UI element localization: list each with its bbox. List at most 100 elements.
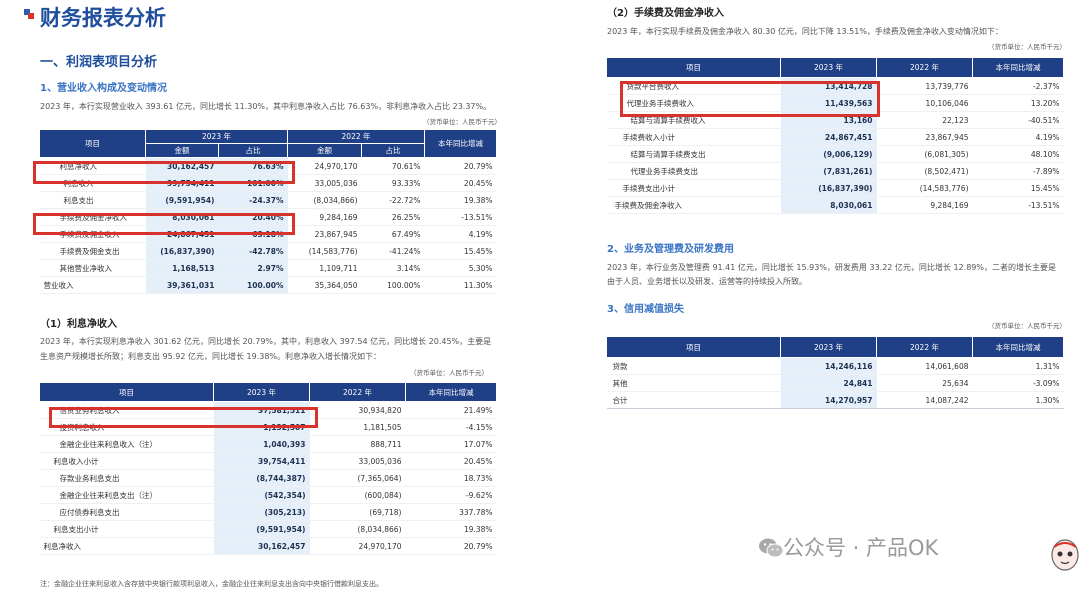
cell-yoy: 20.45% xyxy=(463,178,493,188)
currency-unit-label: （货币单位：人民币千元） xyxy=(423,118,501,126)
cell-2023: (8,744,387) xyxy=(213,469,310,487)
cell-yoy: 337.78% xyxy=(459,507,493,517)
table-row: 金融企业往来利息支出（注） (542,354) (600,084) -9.62% xyxy=(39,486,497,504)
cell-2022: (14,583,776) xyxy=(919,183,969,193)
row-label: 贷款 xyxy=(612,361,628,371)
currency-unit-label: （货币单位：人民币千元） xyxy=(988,322,1066,330)
cell-yoy: 4.19% xyxy=(468,229,493,239)
admin-expense-desc-line2: 由于人员、业务增长以及研发、运营等的持续投入所致。 xyxy=(607,277,807,286)
wechat-icon xyxy=(759,538,784,558)
net-fee-table: 项目 2023 年 2022 年 本年同比增减 贷款平台费收入 13,414,72… xyxy=(606,57,1064,214)
cell-amount-2023: 39,361,031 xyxy=(145,276,219,294)
cell-share-2023: 100.00% xyxy=(218,276,288,294)
cell-amount-2022: (8,034,866) xyxy=(313,195,358,205)
cell-2023: (9,006,129) xyxy=(780,145,877,163)
row-label: 利息收入小计 xyxy=(53,456,99,466)
cell-yoy: 20.79% xyxy=(463,541,493,551)
cell-amount-2022: 9,284,169 xyxy=(319,212,358,222)
row-label: 手续费及佣金净收入 xyxy=(614,200,683,210)
subheading-revenue: 1、营业收入构成及变动情况 xyxy=(40,83,167,94)
cell-2022: 25,634 xyxy=(942,378,969,388)
cell-yoy: 5.30% xyxy=(468,263,493,273)
cell-yoy: 19.38% xyxy=(463,524,493,534)
cell-2022: 22,123 xyxy=(942,115,969,125)
col-header-yoy: 本年同比增减 xyxy=(972,336,1064,358)
row-label: 其他 xyxy=(612,378,628,388)
cell-share-2022: 70.61% xyxy=(391,161,421,171)
cell-2023: 39,754,411 xyxy=(213,452,310,470)
section-heading-income-statement: 一、利润表项目分析 xyxy=(40,55,158,70)
cell-yoy: -4.15% xyxy=(465,422,493,432)
subheading-net-fee: （2）手续费及佣金净收入 xyxy=(607,8,724,19)
row-label: 手续费支出小计 xyxy=(622,183,676,193)
cell-yoy: -3.09% xyxy=(1032,378,1060,388)
row-label: 存款业务利息支出 xyxy=(59,473,120,483)
row-label: 利息净收入 xyxy=(43,541,82,551)
cell-2022: (8,034,866) xyxy=(357,524,402,534)
cell-2022: 30,934,820 xyxy=(358,405,402,415)
cell-yoy: -13.51% xyxy=(1028,200,1060,210)
row-label: 手续费及佣金净收入 xyxy=(59,212,128,222)
cell-2023: 14,270,957 xyxy=(780,391,877,409)
cell-2022: 24,970,170 xyxy=(358,541,402,551)
row-label: 结算与清算手续费支出 xyxy=(630,149,706,159)
col-header-amount-2023: 金额 xyxy=(145,143,219,158)
admin-expense-desc-line1: 2023 年，本行业务及管理费 91.41 亿元，同比增长 15.93%，研发费… xyxy=(607,263,1056,272)
table-row: 手续费及佣金净收入 8,030,061 9,284,169 -13.51% xyxy=(606,196,1064,214)
cell-share-2022: 100.00% xyxy=(387,280,421,290)
cell-2023: 24,867,451 xyxy=(780,128,877,146)
cell-2022: 888,711 xyxy=(370,439,402,449)
cell-share-2022: 93.33% xyxy=(391,178,421,188)
cell-amount-2023: (9,591,954) xyxy=(145,191,219,209)
table-row: 手续费及佣金净收入 8,030,061 20.40% 9,284,169 26.25% -… xyxy=(39,208,497,226)
row-label: 信贷业务利息收入 xyxy=(59,405,120,415)
table-row: 代理业务手续费收入 11,439,563 10,106,046 13.20% xyxy=(606,94,1064,112)
col-header-2023: 2023 年 xyxy=(780,57,877,78)
col-header-item: 项目 xyxy=(606,336,781,358)
net-interest-desc-line1: 2023 年，本行实现利息净收入 301.62 亿元，同比增长 20.79%，其… xyxy=(40,337,492,346)
cell-share-2023: 2.97% xyxy=(218,259,288,277)
highlight-box-loan-interest xyxy=(49,407,318,428)
cell-yoy: 15.45% xyxy=(1030,183,1060,193)
table-row: 金融企业往来利息收入（注） 1,040,393 888,711 17.07% xyxy=(39,435,497,453)
cell-2023: 30,162,457 xyxy=(213,537,310,555)
col-header-2022: 2022 年 xyxy=(287,129,426,144)
cell-yoy: 20.45% xyxy=(463,456,493,466)
cell-2022: (600,084) xyxy=(364,490,402,500)
cell-2023: 37,581,511 xyxy=(213,401,310,419)
cell-amount-2023: 8,030,061 xyxy=(145,208,219,226)
cell-2022: 33,005,036 xyxy=(358,456,402,466)
subheading-credit-impairment: 3、信用减值损失 xyxy=(607,304,684,315)
cell-amount-2023: (16,837,390) xyxy=(145,242,219,260)
cell-share-2022: -22.72% xyxy=(389,195,421,205)
col-header-2022: 2022 年 xyxy=(876,336,973,358)
highlight-box-net-fee xyxy=(33,213,295,235)
revenue-description: 2023 年，本行实现营业收入 393.61 亿元，同比增长 11.30%，其中… xyxy=(40,102,492,111)
col-header-2023: 2023 年 xyxy=(780,336,877,358)
cell-amount-2022: 35,364,050 xyxy=(314,280,358,290)
cell-yoy: 4.19% xyxy=(1035,132,1060,142)
cell-2023: (305,213) xyxy=(213,503,310,521)
cell-yoy: -13.51% xyxy=(461,212,493,222)
row-label: 利息支出 xyxy=(63,195,94,205)
table-row: 利息支出小计 (9,591,954) (8,034,866) 19.38% xyxy=(39,520,497,538)
subheading-net-interest: （1）利息净收入 xyxy=(40,319,117,330)
cell-yoy: 17.07% xyxy=(463,439,493,449)
row-label: 合计 xyxy=(612,395,628,405)
col-header-share-2023: 占比 xyxy=(217,143,289,158)
watermark-text: 公众号 · 产品OK xyxy=(783,536,939,560)
cell-yoy: 48.10% xyxy=(1030,149,1060,159)
cell-2023: (7,831,261) xyxy=(780,162,877,180)
cell-2022: 14,061,608 xyxy=(925,361,969,371)
cell-2022: (8,502,471) xyxy=(924,166,969,176)
cell-2022: (69,718) xyxy=(369,507,402,517)
cell-yoy: 19.38% xyxy=(463,195,493,205)
table-row: 贷款 14,246,116 14,061,608 1.31% xyxy=(606,357,1064,375)
col-header-2022: 2022 年 xyxy=(309,382,406,402)
cell-2022: 10,106,046 xyxy=(925,98,969,108)
cell-share-2022: 67.49% xyxy=(391,229,421,239)
row-label: 贷款平台费收入 xyxy=(626,81,680,91)
row-label: 手续费及佣金支出 xyxy=(59,246,120,256)
table-row: 利息净收入 30,162,457 24,970,170 20.79% xyxy=(39,537,497,555)
currency-unit-label: （货币单位：人民币千元） xyxy=(988,43,1066,51)
